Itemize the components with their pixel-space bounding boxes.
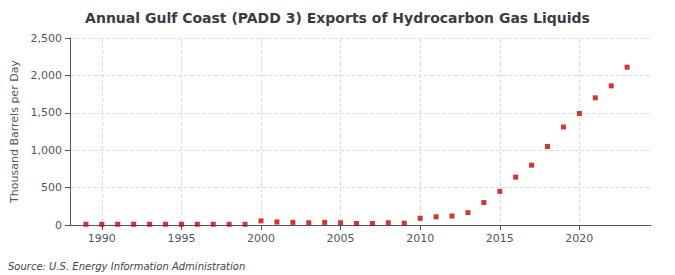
svg-text:1,000: 1,000 (31, 144, 63, 157)
svg-text:0: 0 (55, 219, 62, 232)
svg-text:1990: 1990 (88, 232, 116, 245)
svg-text:1995: 1995 (167, 232, 195, 245)
svg-text:Source: U.S. Energy Informatio: Source: U.S. Energy Information Administ… (8, 261, 245, 272)
svg-text:2000: 2000 (247, 232, 275, 245)
svg-text:2020: 2020 (565, 232, 593, 245)
svg-text:2015: 2015 (486, 232, 514, 245)
svg-text:1,500: 1,500 (31, 106, 63, 119)
svg-text:2005: 2005 (327, 232, 355, 245)
svg-text:2,500: 2,500 (31, 32, 63, 45)
svg-text:2,000: 2,000 (31, 69, 63, 82)
svg-text:2010: 2010 (406, 232, 434, 245)
svg-text:Annual Gulf Coast (PADD 3) Exp: Annual Gulf Coast (PADD 3) Exports of Hy… (85, 10, 590, 26)
svg-text:500: 500 (41, 181, 62, 194)
svg-text:Thousand Barrels per Day: Thousand Barrels per Day (8, 60, 21, 204)
